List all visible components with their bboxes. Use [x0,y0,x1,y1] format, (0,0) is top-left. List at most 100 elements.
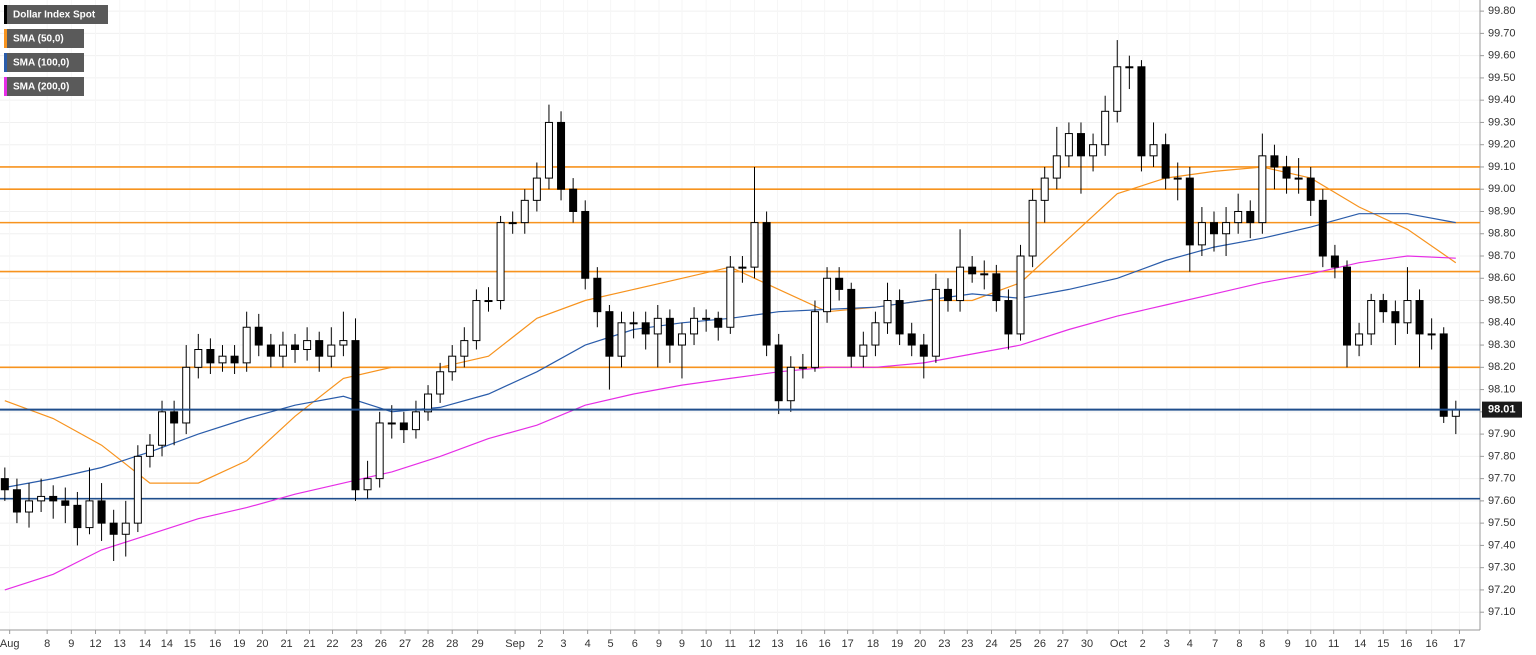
candle-body [1270,155,1279,168]
candle-body [351,340,360,491]
candle-body [1234,210,1243,224]
candle-body [1161,144,1170,179]
candle-body [726,266,735,328]
last-price-label: 98.01 [1488,404,1516,416]
legend-box [4,5,108,24]
candle-body [593,277,602,313]
x-tick-label: 2 [1140,638,1146,650]
candle-body [363,478,372,491]
candle-body [895,300,904,335]
y-tick-label: 99.80 [1488,5,1516,17]
candle-body [714,317,723,328]
x-tick-label: 20 [256,638,268,650]
candle-body [1028,199,1037,257]
candle-body [1342,266,1351,346]
legend-box [4,77,84,96]
x-tick-label: 17 [1453,638,1465,650]
y-tick-label: 99.00 [1488,183,1516,195]
x-tick-label: 9 [1285,638,1291,650]
x-tick-label: 18 [867,638,879,650]
candle-body [242,326,251,364]
candle-body [786,366,795,402]
candle-body [97,500,106,524]
x-tick-label: 24 [985,638,997,650]
x-tick-label: 10 [1305,638,1317,650]
candle-body [810,311,819,368]
x-tick-label: 10 [700,638,712,650]
candle-body [532,177,541,201]
x-tick-label: Oct [1110,638,1127,650]
x-tick-label: 23 [351,638,363,650]
candle-body [133,455,142,524]
candle-body [496,222,505,302]
legend-swatch [4,77,7,96]
candle-body [448,355,457,373]
candle-body [992,273,1001,302]
candle-body [641,322,650,335]
x-tick-label: 29 [471,638,483,650]
x-tick-label: 16 [209,638,221,650]
candle-body [61,500,70,506]
x-tick-label: 8 [1236,638,1242,650]
candle-body [73,504,82,529]
candle-body [931,288,940,357]
candle-body [883,300,892,324]
x-tick-label: 27 [399,638,411,650]
y-tick-label: 98.20 [1488,361,1516,373]
x-tick-label: 11 [1328,638,1339,650]
candle-body [206,349,215,364]
y-tick-label: 97.70 [1488,473,1516,485]
candle-body [1451,409,1460,417]
candle-body [1415,300,1424,335]
legend-label: Dollar Index Spot [13,10,96,21]
candle-body [702,317,711,320]
y-tick-label: 97.90 [1488,428,1516,440]
x-tick-label: 21 [303,638,315,650]
x-tick-label: 30 [1081,638,1093,650]
candle-body [617,322,626,357]
candle-body [835,277,844,290]
candle-body [303,340,312,351]
candle-body [85,500,94,529]
candle-body [1016,255,1025,335]
candle-body [1439,333,1448,417]
candle-body [690,317,699,335]
x-tick-label: 9 [68,638,74,650]
candle-body [677,333,686,346]
y-tick-label: 98.30 [1488,339,1516,351]
x-tick-label: 23 [961,638,973,650]
x-tick-label: 16 [796,638,808,650]
x-tick-label: 16 [1400,638,1412,650]
candle-body [1367,300,1376,335]
candle-body [980,273,989,276]
legend-label: SMA (50,0) [13,34,64,45]
candle-body [1318,199,1327,257]
y-tick-label: 97.80 [1488,450,1516,462]
candle-body [738,266,747,269]
x-tick-label: 8 [1259,638,1265,650]
candle-body [581,210,590,279]
x-tick-label: 19 [891,638,903,650]
candle-body [1391,311,1400,324]
x-tick-label: 11 [725,638,736,650]
candle-body [436,371,445,395]
y-tick-label: 97.50 [1488,517,1516,529]
candle-body [37,495,46,502]
legend-swatch [4,5,7,24]
candle-body [968,266,977,275]
candle-body [484,300,493,303]
candle-body [49,495,58,502]
x-tick-label: Sep [505,638,525,650]
candle-body [0,478,9,491]
y-tick-label: 98.80 [1488,228,1516,240]
candle-body [121,522,130,535]
candle-body [859,344,868,357]
candle-body [1197,222,1206,246]
candle-body [1076,133,1085,157]
y-tick-label: 99.70 [1488,27,1516,39]
candle-body [1125,66,1134,69]
candle-body [25,500,34,513]
y-tick-label: 98.90 [1488,205,1516,217]
x-tick-label: 13 [114,638,126,650]
y-tick-label: 97.40 [1488,539,1516,551]
